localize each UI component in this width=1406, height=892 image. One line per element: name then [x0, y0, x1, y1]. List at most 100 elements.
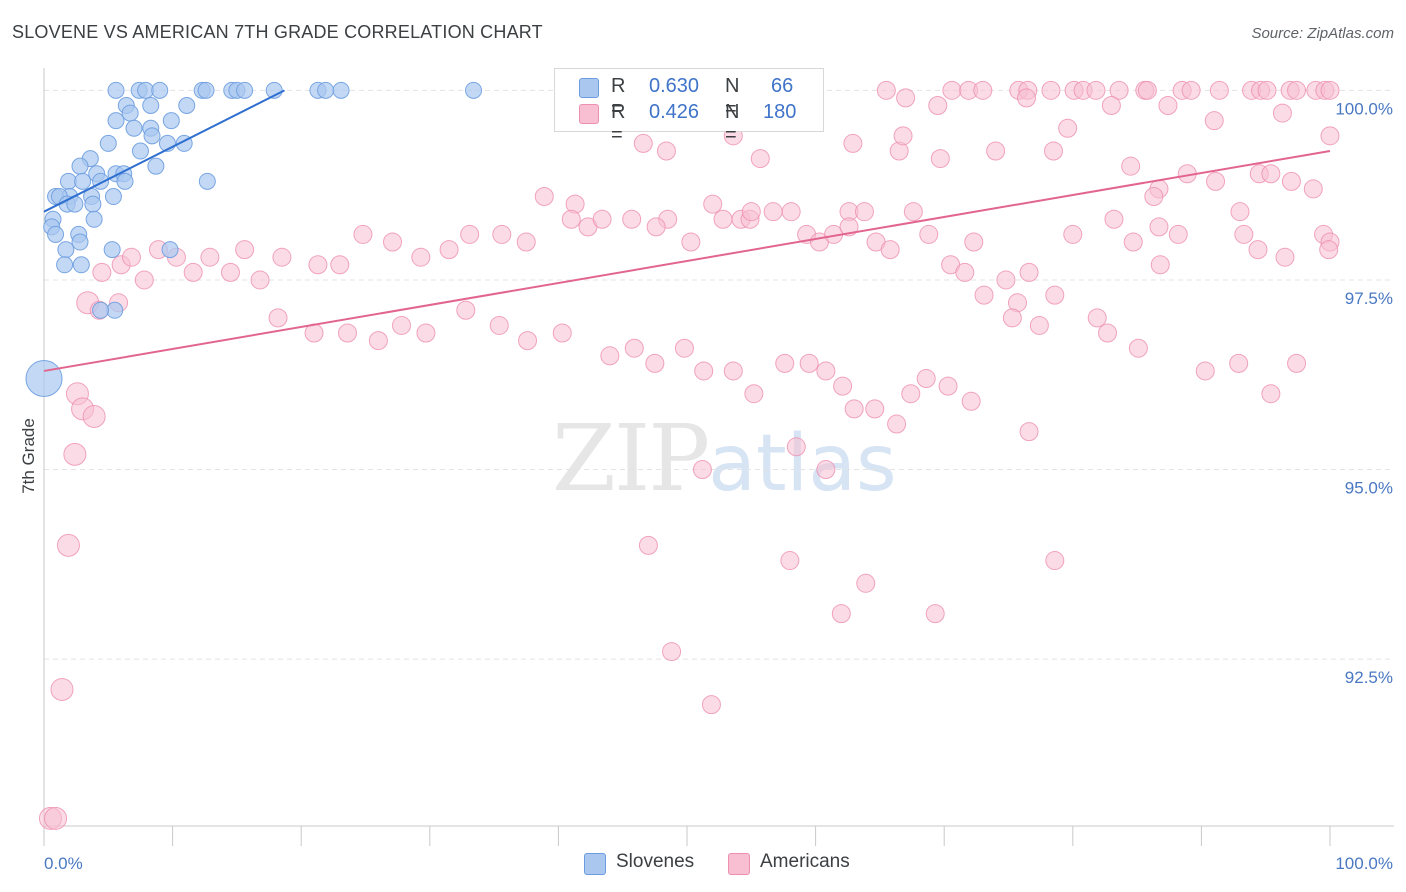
slovenes-point	[317, 81, 335, 99]
americans-point	[1234, 224, 1254, 244]
americans-point	[1320, 80, 1340, 100]
slovenes-point	[71, 157, 89, 175]
legend-n-value: 66	[771, 75, 794, 97]
americans-point	[633, 133, 653, 153]
americans-point	[893, 126, 913, 146]
americans-point	[938, 376, 958, 396]
americans-point	[1168, 224, 1188, 244]
y-tick-label: 95.0%	[1345, 479, 1393, 498]
americans-point	[1209, 80, 1229, 100]
slovenes-point	[116, 172, 134, 190]
americans-point	[1230, 202, 1250, 222]
americans-point	[964, 232, 984, 252]
americans-point	[1272, 103, 1292, 123]
americans-point	[416, 323, 436, 343]
americans-point	[896, 88, 916, 108]
americans-point	[456, 300, 476, 320]
americans-point	[1121, 156, 1141, 176]
americans-point	[622, 209, 642, 229]
americans-point	[986, 141, 1006, 161]
americans-point	[799, 353, 819, 373]
axis-layer	[43, 68, 1394, 846]
legend-n-label: N =	[725, 101, 740, 146]
slovenes-point	[125, 119, 143, 137]
americans-point	[781, 202, 801, 222]
slovenes-point	[107, 81, 125, 99]
label-layer: 92.5% 95.0% 97.5% 100.0% 0.0% 100.0% 7th Grade	[19, 99, 1393, 873]
americans-point	[656, 141, 676, 161]
slovenes-point	[84, 195, 102, 213]
x-tick-label: 0.0%	[44, 854, 83, 873]
americans-trend-line	[43, 150, 1331, 372]
americans-point	[220, 262, 240, 282]
slovenes-point	[131, 142, 149, 160]
americans-point	[44, 806, 68, 830]
y-tick-label: 97.5%	[1345, 289, 1393, 308]
americans-point	[694, 361, 714, 381]
americans-point	[750, 149, 770, 169]
americans-point	[268, 308, 288, 328]
slovenes-point	[197, 81, 215, 99]
watermark: ZIPatlas	[552, 405, 897, 512]
americans-point	[1045, 551, 1065, 571]
americans-point	[624, 338, 644, 358]
slovenes-point	[137, 81, 155, 99]
slovenes-point	[162, 112, 180, 130]
slovenes-point	[47, 225, 65, 243]
americans-point	[518, 331, 538, 351]
americans-point	[1137, 80, 1157, 100]
americans-point	[723, 361, 743, 381]
slovenes-point	[161, 241, 179, 259]
slovenes-point	[104, 188, 122, 206]
americans-point	[1319, 240, 1339, 260]
y-tick-label: 100.0%	[1335, 99, 1393, 118]
correlation-legend: R = 0.630 N = 66 R = 0.426 N = 180	[554, 68, 824, 146]
americans-point	[843, 133, 863, 153]
slovenes-point	[465, 81, 483, 99]
americans-point	[134, 270, 154, 290]
americans-point	[392, 315, 412, 335]
americans-point	[1261, 384, 1281, 404]
americans-point	[1149, 217, 1169, 237]
americans-point	[887, 414, 907, 434]
americans-point	[439, 240, 459, 260]
americans-point	[460, 224, 480, 244]
americans-point	[1303, 179, 1323, 199]
slovenes-point	[72, 256, 90, 274]
slovenes-point	[121, 104, 139, 122]
trend-layer	[43, 89, 1331, 372]
americans-point	[1109, 80, 1129, 100]
americans-point	[701, 695, 721, 715]
americans-point	[973, 80, 993, 100]
americans-point	[1019, 262, 1039, 282]
americans-point	[561, 209, 581, 229]
americans-point	[235, 240, 255, 260]
americans-point	[1086, 80, 1106, 100]
americans-point	[63, 442, 87, 466]
americans-point	[1029, 315, 1049, 335]
legend-r-value: 0.426	[649, 101, 700, 123]
slovenes-point	[56, 256, 74, 274]
americans-point	[337, 323, 357, 343]
americans-point	[272, 247, 292, 267]
chart-source: Source: ZipAtlas.com	[1251, 25, 1394, 42]
slovenes-point	[107, 112, 125, 130]
americans-point	[1063, 224, 1083, 244]
americans-point	[646, 217, 666, 237]
americans-point	[1320, 126, 1340, 146]
americans-point	[880, 240, 900, 260]
americans-point	[1017, 88, 1037, 108]
legend-r-value: 0.630	[649, 75, 700, 97]
americans-point	[1261, 164, 1281, 184]
americans-point	[56, 533, 80, 557]
americans-point	[996, 270, 1016, 290]
americans-point	[1181, 80, 1201, 100]
slovenes-point	[59, 172, 77, 190]
americans-point	[692, 460, 712, 480]
americans-point	[1104, 209, 1124, 229]
americans-point	[865, 399, 885, 419]
americans-point	[383, 232, 403, 252]
americans-point	[92, 262, 112, 282]
legend-swatch-americans	[579, 104, 599, 124]
americans-point	[1229, 353, 1249, 373]
